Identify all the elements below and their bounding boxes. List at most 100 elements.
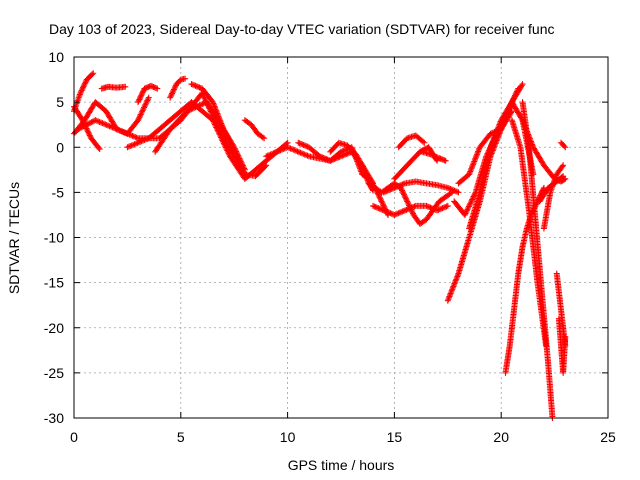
data-point [217, 117, 224, 124]
data-point [528, 139, 535, 146]
data-point [428, 205, 435, 212]
data-point [288, 146, 295, 153]
data-point [489, 139, 496, 146]
data-point [524, 128, 531, 135]
data-point [211, 120, 218, 127]
y-axis-label: SDTVAR / TECUs [6, 182, 22, 294]
data-point [85, 120, 92, 127]
data-point [138, 138, 145, 145]
data-point [135, 139, 142, 146]
data-point [219, 137, 226, 144]
data-point [469, 195, 476, 202]
series-track [98, 83, 129, 92]
data-point [286, 144, 293, 151]
data-point [514, 86, 521, 93]
data-point [90, 70, 97, 77]
data-point [490, 135, 497, 142]
data-point [86, 131, 93, 138]
data-point [372, 204, 379, 211]
data-point [291, 147, 298, 154]
data-point [339, 148, 346, 155]
series-track [419, 148, 449, 164]
data-point [492, 128, 499, 135]
data-point [211, 103, 218, 110]
data-point [521, 121, 528, 128]
data-point [406, 205, 413, 212]
data-point [410, 204, 417, 211]
data-point [214, 111, 221, 118]
data-point [218, 120, 225, 127]
data-point [426, 204, 433, 211]
data-point [399, 181, 406, 188]
y-tick-label: -25 [44, 365, 64, 381]
data-point [84, 121, 91, 128]
data-point [560, 162, 567, 169]
data-point [186, 106, 193, 113]
data-point [219, 124, 226, 131]
data-point [384, 209, 391, 216]
series-track [167, 75, 189, 101]
data-point [559, 163, 566, 170]
data-point [321, 155, 328, 162]
data-point [297, 140, 304, 147]
data-point [424, 203, 431, 210]
data-point [266, 152, 273, 159]
data-point [140, 105, 147, 112]
data-point [137, 93, 144, 100]
data-point [214, 127, 221, 134]
data-point [215, 113, 222, 120]
data-point [218, 135, 225, 142]
data-point [495, 127, 502, 134]
data-point [142, 101, 149, 108]
data-point [409, 209, 416, 216]
data-point [404, 198, 411, 205]
data-point [209, 99, 216, 106]
data-point [508, 109, 515, 116]
data-point [93, 117, 100, 124]
data-point [301, 142, 308, 149]
data-point [78, 88, 85, 95]
data-point [527, 138, 534, 145]
series-track [395, 132, 428, 151]
data-point [217, 119, 224, 126]
data-point [511, 92, 518, 99]
data-point [112, 125, 119, 132]
data-point [197, 101, 204, 108]
data-point [221, 141, 228, 148]
data-point [449, 284, 456, 291]
data-point [442, 204, 449, 211]
data-point [472, 154, 479, 161]
data-point [391, 184, 398, 191]
data-point [448, 289, 455, 296]
data-point [400, 180, 407, 187]
data-point [131, 141, 138, 148]
data-point [145, 96, 152, 103]
data-point [382, 207, 389, 214]
data-point [408, 204, 415, 211]
data-point [220, 138, 227, 145]
data-point [440, 204, 447, 211]
y-tick-label: 10 [48, 49, 64, 65]
data-point [470, 161, 477, 168]
data-point [81, 80, 88, 87]
data-point [386, 187, 393, 194]
data-point [79, 84, 86, 91]
data-point [380, 207, 387, 214]
data-point [405, 201, 412, 208]
data-point [376, 205, 383, 212]
x-tick-label: 10 [280, 429, 296, 445]
data-point [463, 207, 470, 214]
data-point [85, 129, 92, 136]
data-point [273, 149, 280, 156]
data-point [108, 123, 115, 130]
data-point [388, 185, 395, 192]
data-point [193, 103, 200, 110]
data-point [392, 211, 399, 218]
data-point [386, 209, 393, 216]
data-point [281, 145, 288, 152]
data-point [287, 145, 294, 152]
data-point [191, 104, 198, 111]
data-point [467, 199, 474, 206]
data-point [210, 101, 217, 108]
data-point [241, 166, 248, 173]
